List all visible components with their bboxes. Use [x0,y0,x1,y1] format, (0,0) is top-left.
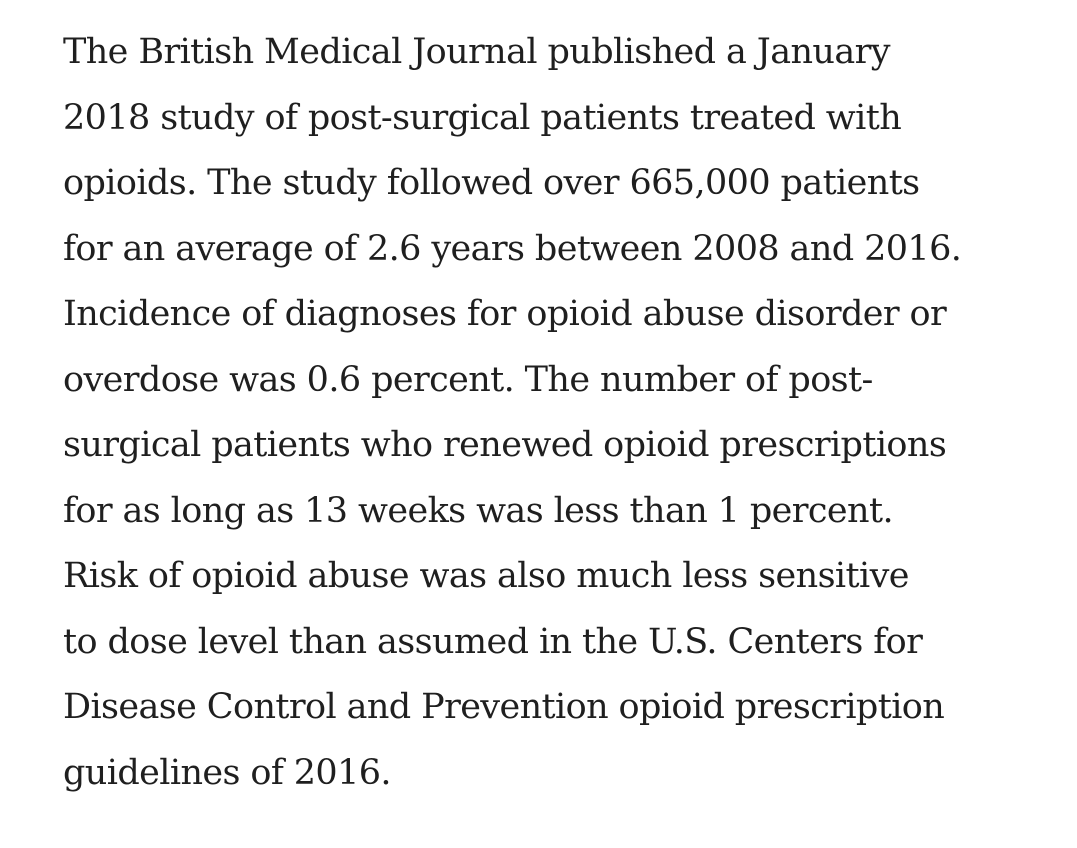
paragraph-line: surgical patients who renewed opioid pre… [63,425,947,465]
paragraph-line: Risk of opioid abuse was also much less … [63,556,909,596]
paragraph-line: Disease Control and Prevention opioid pr… [63,687,945,727]
paragraph-line: Incidence of diagnoses for opioid abuse … [63,294,947,334]
paragraph-line: 2018 study of post-surgical patients tre… [63,97,902,138]
paragraph-line: overdose was 0.6 percent. The number of … [63,359,873,400]
paragraph-line: The British Medical Journal published a … [63,32,891,72]
paragraph-line: guidelines of 2016. [63,752,392,793]
paragraph-line: to dose level than assumed in the U.S. C… [63,621,923,662]
paragraph-line: for as long as 13 weeks was less than 1 … [63,490,894,531]
paragraph-line: opioids. The study followed over 665,000… [63,163,920,203]
paragraph-line: for an average of 2.6 years between 2008… [63,228,962,269]
article-paragraph: The British Medical Journal published a … [63,20,1053,806]
